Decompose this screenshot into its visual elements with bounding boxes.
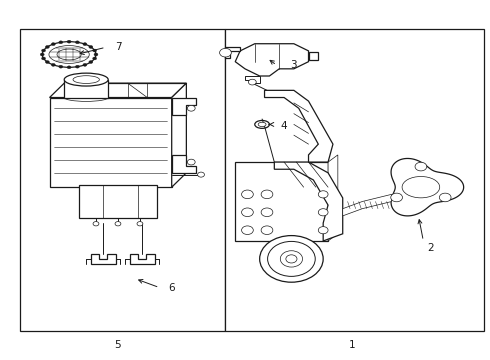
Bar: [309, 52, 318, 60]
Circle shape: [187, 159, 195, 165]
Circle shape: [75, 65, 79, 68]
Ellipse shape: [260, 235, 323, 282]
Ellipse shape: [49, 46, 89, 63]
Bar: [79, 185, 157, 218]
Circle shape: [75, 41, 79, 44]
Ellipse shape: [402, 176, 440, 198]
Circle shape: [59, 41, 63, 44]
Ellipse shape: [57, 49, 81, 60]
Circle shape: [83, 43, 87, 46]
Ellipse shape: [64, 73, 108, 86]
Ellipse shape: [255, 121, 270, 129]
Text: 5: 5: [115, 340, 121, 350]
Circle shape: [197, 172, 204, 177]
Text: 4: 4: [281, 121, 288, 131]
Circle shape: [83, 63, 87, 66]
Ellipse shape: [286, 255, 297, 263]
Ellipse shape: [64, 94, 108, 102]
Circle shape: [40, 53, 44, 56]
Circle shape: [93, 222, 99, 226]
Circle shape: [42, 57, 46, 60]
Polygon shape: [91, 253, 116, 264]
Circle shape: [242, 226, 253, 234]
Text: 1: 1: [349, 340, 356, 350]
Ellipse shape: [268, 242, 315, 276]
Circle shape: [89, 45, 93, 48]
Polygon shape: [172, 155, 196, 173]
Circle shape: [93, 49, 97, 52]
Polygon shape: [225, 47, 240, 58]
Text: 7: 7: [115, 42, 121, 52]
Circle shape: [415, 162, 427, 171]
Polygon shape: [343, 194, 392, 216]
Text: 2: 2: [427, 243, 434, 253]
Polygon shape: [328, 155, 338, 241]
Circle shape: [51, 43, 55, 46]
Circle shape: [59, 65, 63, 68]
Circle shape: [67, 40, 71, 43]
Circle shape: [318, 226, 328, 234]
Polygon shape: [235, 44, 309, 76]
Polygon shape: [274, 162, 343, 241]
Circle shape: [318, 191, 328, 198]
Circle shape: [93, 57, 97, 60]
Polygon shape: [172, 98, 196, 116]
Bar: [225, 30, 485, 330]
Ellipse shape: [258, 122, 266, 127]
Circle shape: [67, 66, 71, 69]
Circle shape: [115, 222, 121, 226]
Circle shape: [440, 193, 451, 202]
Polygon shape: [49, 83, 186, 98]
Circle shape: [248, 79, 256, 85]
Circle shape: [187, 105, 195, 111]
Ellipse shape: [280, 251, 302, 267]
Circle shape: [242, 208, 253, 217]
Ellipse shape: [73, 76, 99, 84]
Bar: [235, 162, 328, 241]
Circle shape: [391, 193, 402, 202]
Circle shape: [46, 60, 49, 63]
Circle shape: [89, 60, 93, 63]
Circle shape: [261, 208, 273, 217]
Bar: [49, 98, 172, 187]
Circle shape: [318, 209, 328, 216]
Polygon shape: [265, 90, 333, 162]
Polygon shape: [245, 76, 260, 83]
Polygon shape: [391, 158, 464, 216]
Circle shape: [46, 45, 49, 48]
Circle shape: [261, 226, 273, 234]
Ellipse shape: [42, 42, 96, 67]
Circle shape: [94, 53, 98, 56]
Circle shape: [220, 48, 231, 57]
Circle shape: [51, 63, 55, 66]
Text: 3: 3: [291, 60, 297, 70]
Text: 6: 6: [169, 283, 175, 293]
Circle shape: [261, 190, 273, 199]
Polygon shape: [172, 83, 186, 187]
Circle shape: [137, 222, 143, 226]
Circle shape: [42, 49, 46, 52]
Polygon shape: [130, 253, 155, 264]
Bar: [64, 80, 108, 98]
Circle shape: [242, 190, 253, 199]
Bar: [20, 30, 225, 330]
